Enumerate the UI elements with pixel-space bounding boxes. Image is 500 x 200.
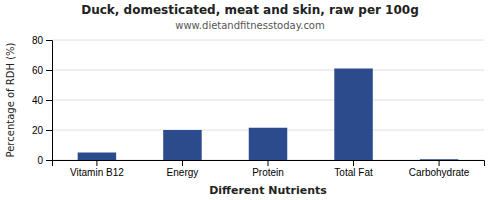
x-tick: Protein: [252, 160, 284, 178]
y-tick: 80: [32, 35, 52, 46]
y-axis: 0 20 40 60 80: [32, 35, 53, 166]
grid-line: [52, 70, 484, 71]
y-tick-label: 80: [32, 35, 44, 46]
bar: [249, 128, 287, 160]
y-tick-mark: [46, 40, 52, 41]
x-tick-mark: [182, 160, 183, 166]
grid-line: [52, 100, 484, 101]
x-tick: Total Fat: [334, 160, 373, 178]
x-tick-label: Protein: [252, 167, 284, 178]
x-tick: Energy: [167, 160, 199, 178]
bar: [334, 69, 372, 161]
y-axis-line: [46, 41, 53, 161]
bars: [78, 69, 459, 161]
y-tick-label: 40: [32, 95, 44, 106]
chart-svg: Duck, domesticated, meat and skin, raw p…: [0, 0, 500, 200]
y-tick-mark: [46, 160, 52, 161]
bar: [78, 153, 116, 161]
x-tick-label: Vitamin B12: [70, 167, 124, 178]
y-tick-mark: [46, 100, 52, 101]
bar: [163, 130, 201, 160]
y-tick: 40: [32, 95, 52, 106]
x-axis-line: [53, 161, 485, 167]
grid: [52, 40, 484, 160]
y-axis-title: Percentage of RDH (%): [5, 42, 16, 157]
plot: 0 20 40 60 80 Vitamin B12 Energy Protein Total F…: [32, 35, 485, 178]
grid-line: [52, 40, 484, 41]
subtitle: www.dietandfitnesstoday.com: [175, 20, 324, 31]
y-tick: 20: [32, 125, 52, 136]
y-tick: 0: [37, 155, 52, 166]
y-tick-label: 20: [32, 125, 44, 136]
x-tick-mark: [353, 160, 354, 166]
x-tick-mark: [268, 160, 269, 166]
x-tick-label: Carbohydrate: [409, 167, 470, 178]
y-tick: 60: [32, 65, 52, 76]
x-tick-mark: [439, 160, 440, 166]
x-tick-label: Energy: [167, 167, 199, 178]
y-tick-mark: [46, 70, 52, 71]
y-tick-mark: [46, 130, 52, 131]
x-tick: Carbohydrate: [409, 160, 470, 178]
x-tick-mark: [96, 160, 97, 166]
x-tick-label: Total Fat: [334, 167, 373, 178]
title: Duck, domesticated, meat and skin, raw p…: [81, 3, 419, 17]
x-tick: Vitamin B12: [70, 160, 124, 178]
x-axis-title: Different Nutrients: [209, 184, 327, 197]
y-tick-label: 0: [37, 155, 43, 166]
bar: [420, 159, 458, 160]
chart-container: Duck, domesticated, meat and skin, raw p…: [0, 0, 500, 200]
y-tick-label: 60: [32, 65, 44, 76]
x-axis: Vitamin B12 Energy Protein Total Fat Carbohy…: [53, 160, 485, 178]
